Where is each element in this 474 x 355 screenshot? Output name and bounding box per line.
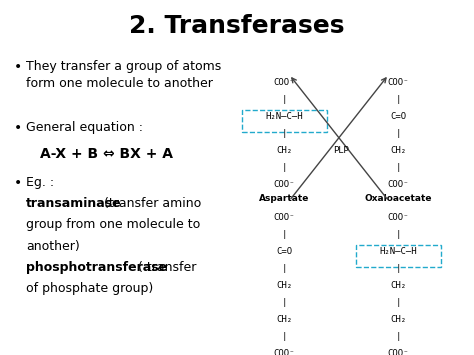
Text: of phosphate group): of phosphate group) — [26, 282, 153, 295]
Text: CH₂: CH₂ — [276, 281, 292, 290]
Text: |: | — [282, 264, 287, 273]
Text: |: | — [282, 129, 287, 138]
Text: COO⁻: COO⁻ — [273, 349, 295, 355]
Text: |: | — [395, 298, 401, 307]
Text: phosphotransferase: phosphotransferase — [26, 261, 167, 274]
Text: Oxaloacetate: Oxaloacetate — [365, 194, 432, 203]
Text: COO⁻: COO⁻ — [273, 180, 295, 189]
Text: 2. Transferases: 2. Transferases — [129, 14, 345, 38]
Text: another): another) — [26, 240, 80, 253]
Text: COO⁻: COO⁻ — [273, 213, 295, 222]
Text: CH₂: CH₂ — [390, 146, 406, 155]
Text: |: | — [395, 332, 401, 341]
Text: (transfer amino: (transfer amino — [100, 197, 201, 210]
Text: Eg. :: Eg. : — [26, 176, 54, 189]
Text: |: | — [282, 230, 287, 239]
Text: COO⁻: COO⁻ — [273, 78, 295, 87]
Text: |: | — [282, 332, 287, 341]
Text: •: • — [14, 176, 22, 190]
Text: They transfer a group of atoms
form one molecule to another: They transfer a group of atoms form one … — [26, 60, 221, 91]
Text: CH₂: CH₂ — [390, 315, 406, 324]
Text: General equation :: General equation : — [26, 121, 143, 134]
Text: CH₂: CH₂ — [276, 315, 292, 324]
Text: H₂N–C–H: H₂N–C–H — [379, 247, 417, 256]
Text: |: | — [282, 298, 287, 307]
Text: COO⁻: COO⁻ — [387, 349, 409, 355]
Text: CH₂: CH₂ — [390, 281, 406, 290]
Text: COO⁻: COO⁻ — [387, 78, 409, 87]
Text: |: | — [395, 129, 401, 138]
Text: A-X + B ⇔ BX + A: A-X + B ⇔ BX + A — [40, 147, 173, 161]
Text: •: • — [14, 121, 22, 135]
Text: •: • — [14, 60, 22, 74]
Text: PLP: PLP — [333, 146, 349, 155]
Text: Aspartate: Aspartate — [259, 194, 310, 203]
Text: |: | — [395, 163, 401, 172]
Text: H₂N–C–H: H₂N–C–H — [265, 112, 303, 121]
Text: |: | — [395, 230, 401, 239]
Text: |: | — [282, 95, 287, 104]
Text: group from one molecule to: group from one molecule to — [26, 218, 201, 231]
Text: transaminase: transaminase — [26, 197, 122, 210]
Text: COO⁻: COO⁻ — [387, 213, 409, 222]
Text: CH₂: CH₂ — [276, 146, 292, 155]
Text: |: | — [395, 264, 401, 273]
Text: |: | — [282, 163, 287, 172]
Text: C=O: C=O — [390, 112, 406, 121]
Text: COO⁻: COO⁻ — [387, 180, 409, 189]
Text: ( transfer: ( transfer — [134, 261, 197, 274]
Text: |: | — [395, 95, 401, 104]
Text: C=O: C=O — [276, 247, 292, 256]
